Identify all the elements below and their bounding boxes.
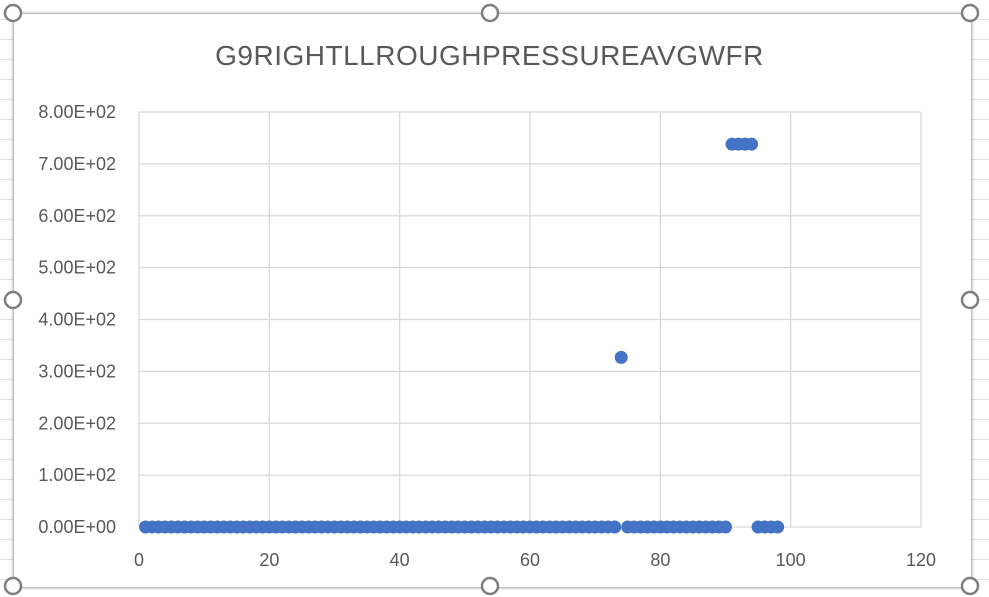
x-tick-label: 100 [776,550,806,570]
data-point [771,520,785,534]
resize-handle[interactable] [960,3,980,23]
y-tick-label: 3.00E+02 [38,361,116,381]
y-tick-label: 1.00E+02 [38,465,116,485]
data-point [719,520,732,534]
data-point [608,520,622,534]
x-tick-label: 120 [906,550,936,570]
x-tick-label: 60 [520,550,540,570]
data-points [139,137,785,534]
y-tick-label: 2.00E+02 [38,413,116,433]
y-axis-tick-labels: 0.00E+00 1.00E+02 2.00E+02 3.00E+02 4.00E+02… [38,102,116,537]
y-tick-label: 4.00E+02 [38,310,116,330]
selection-handles [3,3,980,596]
y-tick-label: 7.00E+02 [38,154,116,174]
x-axis-tick-labels: 0 20 40 60 80 100 120 [134,550,936,570]
y-tick-label: 6.00E+02 [38,206,116,226]
data-point [745,137,759,151]
resize-handle[interactable] [480,576,500,596]
resize-handle[interactable] [480,3,500,23]
x-tick-label: 80 [650,550,670,570]
resize-handle[interactable] [3,576,23,596]
chart-area[interactable] [13,13,972,588]
resize-handle[interactable] [3,290,23,310]
resize-handle[interactable] [960,576,980,596]
x-tick-label: 20 [259,550,279,570]
data-point [614,350,628,364]
y-tick-label: 5.00E+02 [38,258,116,278]
resize-handle[interactable] [960,290,980,310]
x-tick-label: 40 [390,550,410,570]
chart-title: G9RIGHTLLROUGHPRESSUREAVGWFR [215,40,764,71]
y-tick-label: 8.00E+02 [38,102,116,122]
resize-handle[interactable] [3,3,23,23]
y-tick-label: 0.00E+00 [38,517,116,537]
x-tick-label: 0 [134,550,144,570]
gridlines [138,111,922,528]
